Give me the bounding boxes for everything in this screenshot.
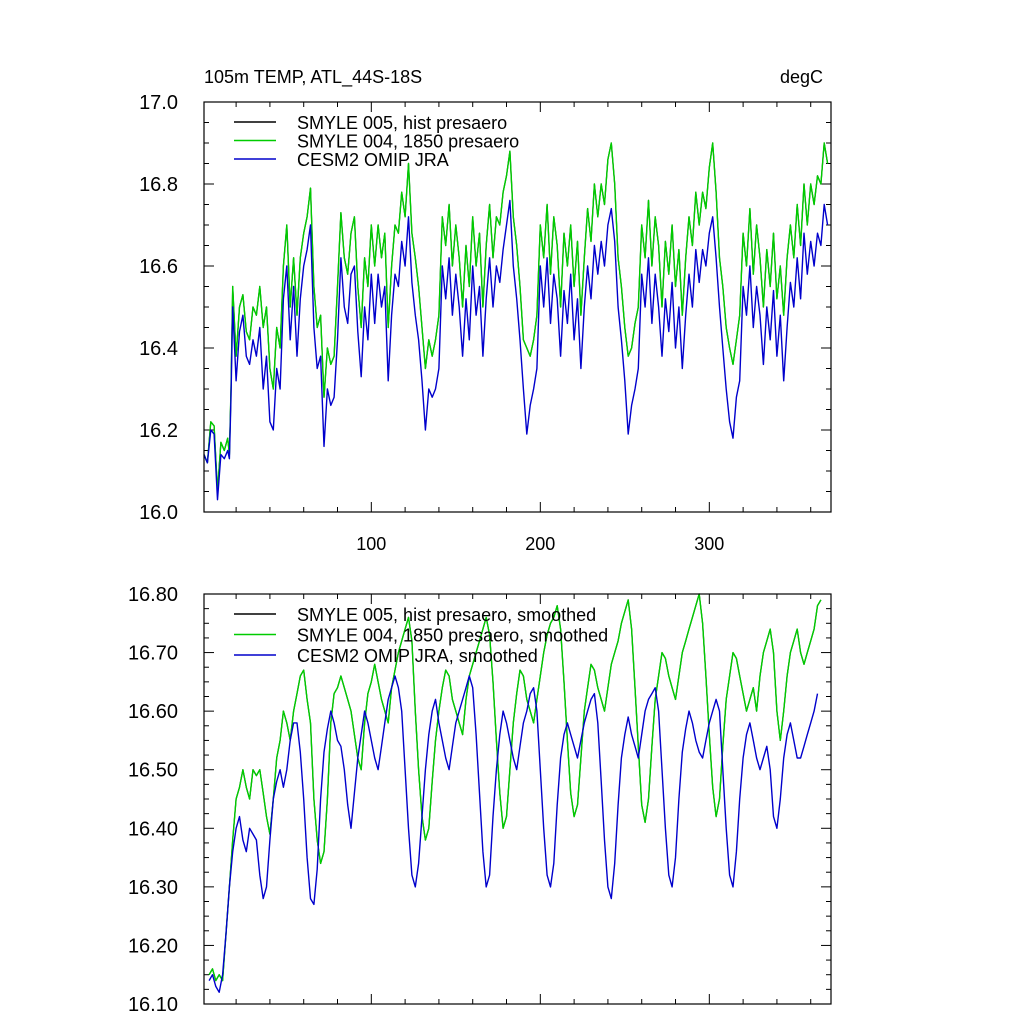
plot-frame (203, 101, 832, 513)
panel-top: 105m TEMP, ATL_44S-18S degC 100 200 300 16.… (139, 67, 832, 554)
series-line-2 (203, 199, 829, 501)
y-tick-label: 16.10 (128, 994, 178, 1016)
series-line-1 (208, 593, 822, 982)
y-tick-label: 16.0 (139, 502, 178, 524)
legend-label-1: SMYLE 004, 1850 presaero (297, 132, 519, 152)
y-tick-label: 16.6 (139, 256, 178, 278)
series-line-2 (208, 675, 819, 993)
series-line-0 (203, 142, 829, 493)
y-tick-label: 16.70 (128, 643, 178, 665)
legend-label-1: SMYLE 004, 1850 presaero, smoothed (297, 626, 608, 646)
y-tick-label: 16.40 (128, 818, 178, 840)
y-tick-label: 16.8 (139, 174, 178, 196)
x-tick-label: 100 (356, 534, 386, 554)
plot-frame (203, 593, 832, 1005)
y-tick-label: 16.2 (139, 420, 178, 442)
chart-title: 105m TEMP, ATL_44S-18S (204, 67, 422, 88)
panel-bottom: 16.10 16.20 16.30 16.40 16.50 16.60 16.70 16.80… (128, 584, 832, 1016)
series-line-1 (203, 142, 829, 493)
units-label: degC (780, 67, 823, 87)
y-tick-label: 16.4 (139, 338, 178, 360)
y-tick-label: 16.50 (128, 760, 178, 782)
legend-label-0: SMYLE 005, hist presaero (297, 113, 507, 133)
y-tick-label: 16.30 (128, 877, 178, 899)
axis-ticks: 100 200 300 16.0 16.2 16.4 16.6 16.8 17.0 (139, 92, 831, 554)
y-tick-label: 17.0 (139, 92, 178, 114)
legend-label-0: SMYLE 005, hist presaero, smoothed (297, 605, 596, 625)
legend-label-2: CESM2 OMIP JRA (297, 150, 449, 170)
axis-ticks: 16.10 16.20 16.30 16.40 16.50 16.60 16.70 16.80 (128, 584, 831, 1016)
y-tick-label: 16.60 (128, 701, 178, 723)
x-tick-label: 300 (694, 534, 724, 554)
y-tick-label: 16.20 (128, 935, 178, 957)
legend: SMYLE 005, hist presaero, smoothedSMYLE … (234, 605, 608, 666)
legend-label-2: CESM2 OMIP JRA, smoothed (297, 646, 538, 666)
x-tick-label: 200 (525, 534, 555, 554)
y-tick-label: 16.80 (128, 584, 178, 606)
series-lines (203, 142, 829, 501)
series-lines (208, 593, 822, 993)
